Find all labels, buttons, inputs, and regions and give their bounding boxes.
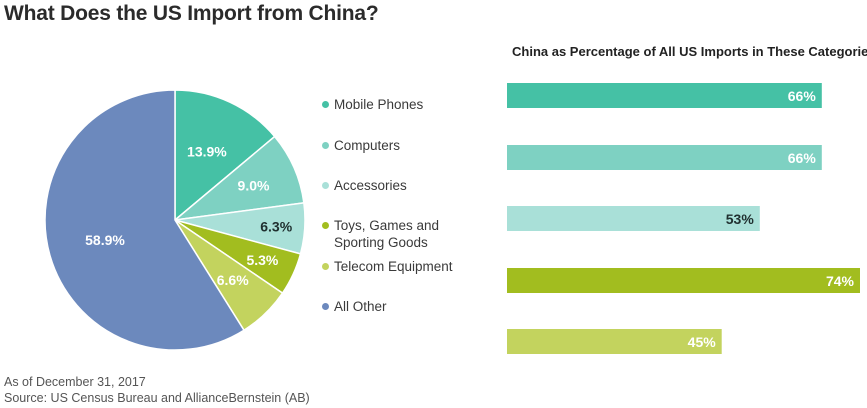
bar-label-accessories: 53% bbox=[726, 211, 755, 227]
bar-toys-games-and-sporting-goods bbox=[507, 268, 860, 293]
pie-slice-all-other bbox=[44, 89, 246, 351]
legend-label: Toys, Games and Sporting Goods bbox=[334, 218, 440, 250]
pie-label-mobile-phones: 13.9% bbox=[187, 144, 227, 160]
pie-label-computers: 9.0% bbox=[238, 177, 270, 193]
bar-telecom-equipment bbox=[507, 329, 722, 354]
legend-label: Mobile Phones bbox=[334, 97, 424, 112]
legend-label: All Other bbox=[334, 299, 387, 314]
pie-label-toys-games-and-sporting-goods: 5.3% bbox=[246, 252, 278, 268]
pie-slice-mobile-phones bbox=[174, 89, 276, 222]
bar-label-telecom-equipment: 45% bbox=[688, 334, 717, 350]
pie-label-all-other: 58.9% bbox=[85, 232, 125, 248]
bar-label-toys-games-and-sporting-goods: 74% bbox=[826, 273, 855, 289]
bar-chart-title: China as Percentage of All US Imports in… bbox=[512, 44, 867, 59]
bar-accessories bbox=[507, 206, 760, 231]
bar-label-mobile-phones: 66% bbox=[788, 88, 817, 104]
pie-label-telecom-equipment: 6.6% bbox=[217, 272, 249, 288]
as-of-note: As of December 31, 2017 bbox=[4, 375, 146, 389]
bar-computers bbox=[507, 145, 822, 170]
legend-swatch bbox=[322, 101, 329, 108]
footer: As of December 31, 2017 Source: US Censu… bbox=[4, 374, 310, 406]
legend-swatch bbox=[322, 142, 329, 149]
legend-swatch bbox=[322, 303, 329, 310]
legend-label: Computers bbox=[334, 138, 401, 153]
pie-label-accessories: 6.3% bbox=[260, 219, 292, 235]
legend-swatch bbox=[322, 222, 329, 229]
legend-label: Telecom Equipment bbox=[334, 259, 453, 274]
chart-title: What Does the US Import from China? bbox=[4, 2, 379, 25]
bar-label-computers: 66% bbox=[788, 150, 817, 166]
legend-swatch bbox=[322, 182, 329, 189]
bar-mobile-phones bbox=[507, 83, 822, 108]
source-note: Source: US Census Bureau and AllianceBer… bbox=[4, 391, 310, 405]
legend-swatch bbox=[322, 263, 329, 270]
legend-label: Accessories bbox=[334, 178, 407, 193]
